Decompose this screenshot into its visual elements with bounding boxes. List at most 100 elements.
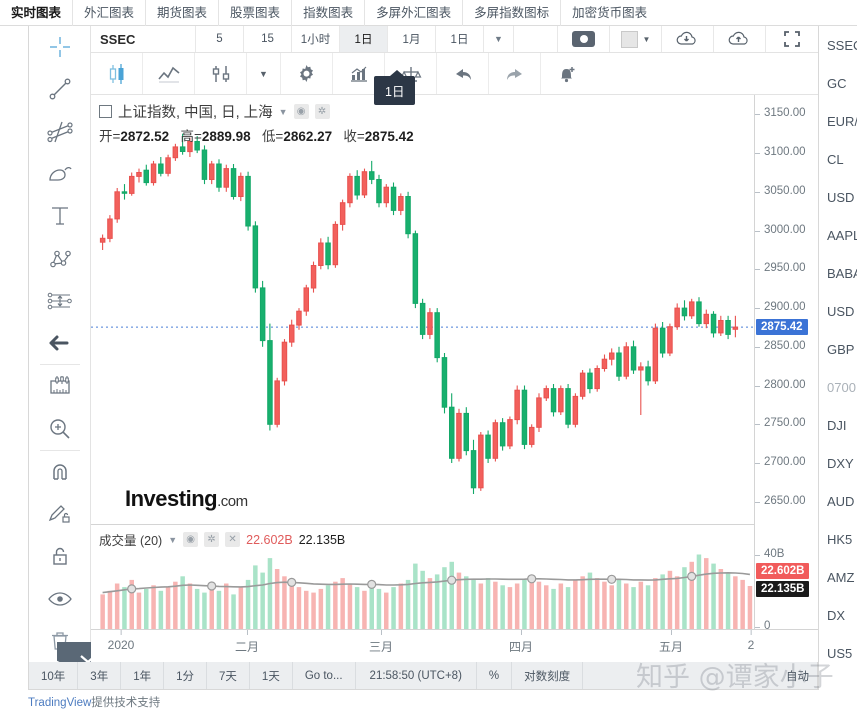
measure-ruler-icon[interactable] bbox=[29, 365, 91, 407]
interval-1h[interactable]: 1小时 bbox=[292, 26, 340, 52]
symbol-name[interactable]: SSEC bbox=[91, 26, 196, 52]
watchlist-item-15[interactable]: DX bbox=[827, 607, 846, 623]
goto-date-button[interactable]: Go to... bbox=[293, 662, 356, 689]
crosshair-icon[interactable] bbox=[29, 26, 91, 68]
visibility-eye-icon[interactable] bbox=[29, 577, 91, 619]
zoom-in-icon[interactable] bbox=[29, 407, 91, 449]
watchlist-item-9[interactable]: 0700 bbox=[827, 379, 856, 395]
trend-line-icon[interactable] bbox=[29, 68, 91, 110]
patterns-icon[interactable] bbox=[29, 237, 91, 279]
time-tick: 2020 bbox=[107, 630, 135, 652]
range-1d[interactable]: 1天 bbox=[250, 662, 293, 689]
interval-1m[interactable]: 1月 bbox=[388, 26, 436, 52]
compare-indicator-icon[interactable] bbox=[195, 53, 247, 94]
indicators-icon[interactable] bbox=[333, 53, 385, 94]
watchlist-item-1[interactable]: GC bbox=[827, 75, 847, 91]
price-tick: 2650.00 bbox=[755, 495, 806, 507]
interval-tooltip: 1日 bbox=[374, 70, 416, 105]
chart-type-line-icon[interactable] bbox=[143, 53, 195, 94]
alert-bell-icon[interactable] bbox=[541, 53, 593, 94]
volume-close-icon[interactable]: ✕ bbox=[225, 532, 241, 547]
topnav-item-0[interactable]: 实时图表 bbox=[0, 0, 74, 26]
range-10y[interactable]: 10年 bbox=[29, 662, 79, 689]
interval-1d-alt[interactable]: 1日 bbox=[436, 26, 484, 52]
watchlist-item-8[interactable]: GBP bbox=[827, 341, 855, 357]
price-chart-area[interactable]: 上证指数, 中国, 日, 上海 ▼ ◉ ✲ 开=2872.52 高=2889.9… bbox=[91, 95, 754, 525]
topnav-item-3[interactable]: 股票图表 bbox=[219, 0, 293, 26]
watchlist-item-3[interactable]: CL bbox=[827, 151, 844, 167]
text-tool-icon[interactable] bbox=[29, 195, 91, 237]
lock-icon[interactable] bbox=[29, 535, 91, 577]
layout-select-icon[interactable]: ▼ bbox=[610, 26, 662, 52]
price-tick: 2850.00 bbox=[755, 340, 806, 352]
chart-pane: 上证指数, 中国, 日, 上海 ▼ ◉ ✲ 开=2872.52 高=2889.9… bbox=[91, 95, 818, 662]
topnav-item-7[interactable]: 加密货币图表 bbox=[572, 5, 648, 20]
chart-type-candles-icon[interactable] bbox=[91, 53, 143, 94]
arrow-marker-icon[interactable] bbox=[29, 322, 91, 364]
topnav-item-1[interactable]: 外汇图表 bbox=[73, 0, 147, 26]
watchlist-item-12[interactable]: AUD bbox=[827, 493, 855, 509]
price-tick: 3100.00 bbox=[755, 146, 806, 158]
price-tick: 2900.00 bbox=[755, 301, 806, 313]
tradingview-link[interactable]: TradingView bbox=[28, 697, 92, 709]
watchlist-item-13[interactable]: HK5 bbox=[827, 531, 853, 547]
watchlist-panel[interactable]: SSEC GC EUR/CL USD AAPL BABA USD GBP 0700 DJI DXY A… bbox=[818, 26, 857, 690]
volume-visibility-icon[interactable]: ◉ bbox=[183, 532, 199, 547]
bottom-toolbar: 10年 3年 1年 1分 7天 1天 Go to... 21:58:50 (UT… bbox=[28, 662, 818, 690]
volume-chevron-down-icon[interactable]: ▼ bbox=[168, 534, 178, 545]
time-axis[interactable]: 2020 二月 三月 四月 五月 2 bbox=[91, 629, 818, 662]
snapshot-camera-icon[interactable] bbox=[558, 26, 610, 52]
interval-more-chevron-down-icon[interactable]: ▼ bbox=[484, 26, 514, 52]
range-3y[interactable]: 3年 bbox=[78, 662, 122, 689]
watchlist-item-7[interactable]: USD bbox=[827, 303, 855, 319]
range-1m[interactable]: 1分 bbox=[164, 662, 208, 689]
interval-1d-selected[interactable]: 1日 bbox=[340, 26, 388, 52]
volume-settings-gear-icon[interactable]: ✲ bbox=[204, 532, 220, 547]
range-1y[interactable]: 1年 bbox=[121, 662, 165, 689]
toolbar-chevron-down-icon[interactable]: ▼ bbox=[247, 53, 281, 94]
topnav-item-6[interactable]: 多屏指数图标 bbox=[463, 0, 562, 26]
chart-widget: SSEC 5 15 1小时 1日 1月 1日 ▼ ▼ bbox=[28, 26, 818, 676]
measure-position-icon[interactable] bbox=[29, 280, 91, 322]
toolbar-spacer bbox=[593, 53, 818, 94]
topnav-item-4[interactable]: 指数图表 bbox=[292, 0, 366, 26]
volume-last-label: 22.602B bbox=[756, 563, 810, 579]
brush-shape-icon[interactable] bbox=[29, 153, 91, 195]
percent-scale-button[interactable]: % bbox=[477, 662, 513, 689]
watchlist-item-0[interactable]: SSEC bbox=[827, 37, 857, 53]
interval-15[interactable]: 15 bbox=[244, 26, 292, 52]
undo-icon[interactable] bbox=[437, 53, 489, 94]
interval-5[interactable]: 5 bbox=[196, 26, 244, 52]
price-tick: 2700.00 bbox=[755, 456, 806, 468]
watchlist-item-2[interactable]: EUR/ bbox=[827, 113, 857, 129]
price-axis[interactable]: 3150.00 3100.00 3050.00 3000.00 2950.00 2900.… bbox=[754, 95, 818, 632]
volume-tick-0: 0 bbox=[755, 620, 770, 632]
watchlist-item-14[interactable]: AMZ bbox=[827, 569, 855, 585]
investing-watermark: Investing.com bbox=[125, 486, 248, 512]
drawing-mode-pencil-icon[interactable] bbox=[29, 493, 91, 535]
redo-icon[interactable] bbox=[489, 53, 541, 94]
watchlist-item-10[interactable]: DJI bbox=[827, 417, 847, 433]
topnav-item-5[interactable]: 多屏外汇图表 bbox=[365, 0, 464, 26]
watchlist-item-16[interactable]: US5 bbox=[827, 645, 853, 661]
watchlist-item-11[interactable]: DXY bbox=[827, 455, 854, 471]
magnet-icon[interactable] bbox=[29, 451, 91, 493]
watchlist-item-5[interactable]: AAPL bbox=[827, 227, 857, 243]
volume-chart-area[interactable]: 成交量 (20) ▼ ◉ ✲ ✕ 22.602B 22.135B bbox=[91, 526, 754, 629]
save-cloud-upload-icon[interactable] bbox=[714, 26, 766, 52]
fullscreen-icon[interactable] bbox=[766, 26, 818, 52]
price-tick: 3150.00 bbox=[755, 107, 806, 119]
watchlist-item-4[interactable]: USD bbox=[827, 189, 855, 205]
chart-toolbar: ▼ bbox=[91, 53, 818, 95]
watchlist-item-6[interactable]: BABA bbox=[827, 265, 857, 281]
range-7d[interactable]: 7天 bbox=[207, 662, 250, 689]
volume-legend: 成交量 (20) ▼ ◉ ✲ ✕ 22.602B 22.135B bbox=[99, 530, 345, 549]
settings-gear-icon[interactable] bbox=[281, 53, 333, 94]
fib-retracement-icon[interactable] bbox=[29, 111, 91, 153]
log-scale-button[interactable]: 对数刻度 bbox=[512, 662, 584, 689]
topnav-item-2[interactable]: 期货图表 bbox=[146, 0, 220, 26]
auto-scale-button[interactable]: 自动 bbox=[786, 670, 809, 683]
attribution-text: 提供技术支持 bbox=[91, 697, 161, 709]
load-cloud-download-icon[interactable] bbox=[662, 26, 714, 52]
last-price-label: 2875.42 bbox=[756, 319, 808, 336]
